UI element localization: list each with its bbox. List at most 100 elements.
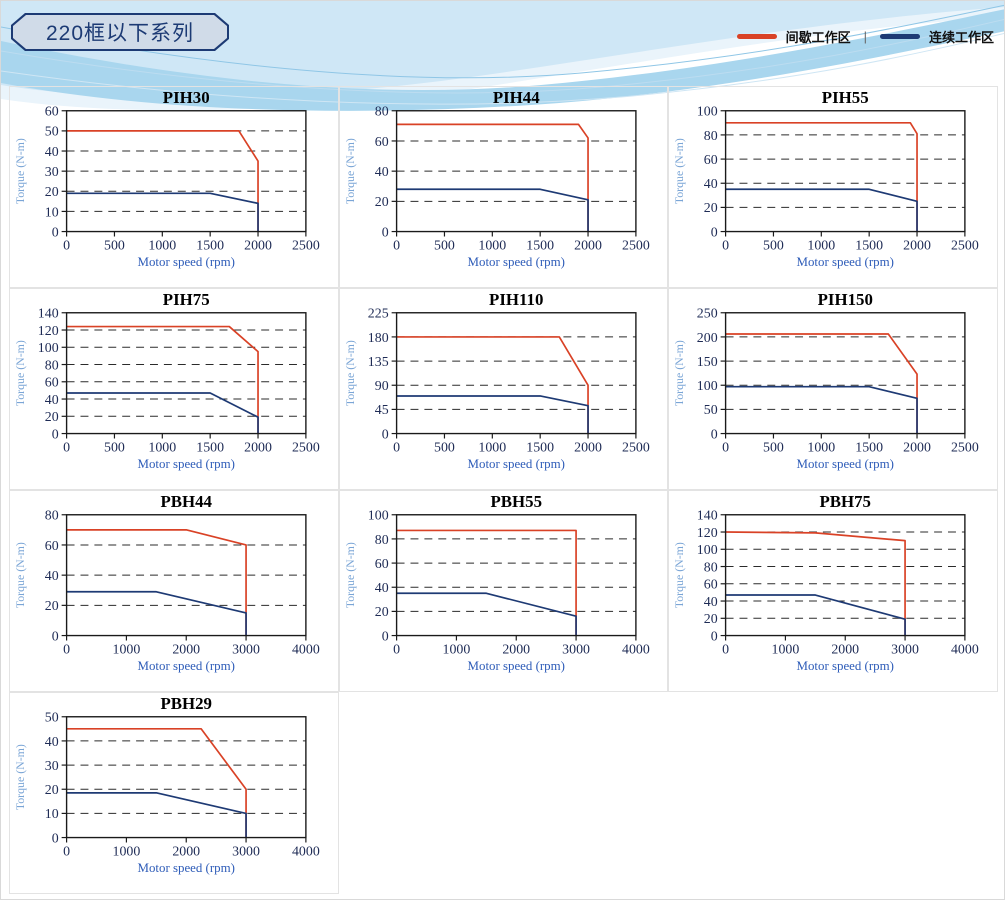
y-tick-label: 40 [374,165,388,180]
chart-cell-PBH29: 0 10 20 30 40 50 0 1000 2000 3000 4000 PBH29 Torque … [9,692,339,894]
legend-separator: | [863,29,867,44]
chart-PIH75: 0 20 40 60 80 100 120 140 0 500 1000 1500 2000 2500 PI… [13,290,320,471]
series-line-continuous [396,592,577,636]
chart-legend: 间歇工作区 | 连续工作区 [736,27,994,46]
chart-title: PBH75 [820,492,872,511]
y-tick-label: 0 [52,427,59,442]
x-tick-label: 0 [393,440,400,455]
y-tick-label: 10 [45,807,59,822]
chart-title: PIH110 [489,290,543,309]
y-tick-label: 150 [697,355,718,370]
plot-border [395,110,637,233]
x-tick-label: 0 [722,238,729,253]
x-tick-label: 0 [63,238,70,253]
y-axis-label: Torque (N-m) [13,744,27,810]
x-tick-label: 1000 [442,642,470,657]
series-line-intermittent [66,529,247,636]
x-tick-label: 2000 [832,642,860,657]
y-tick-label: 20 [374,195,388,210]
intermittent-zone-swatch [736,34,777,39]
x-axis-label: Motor speed (rpm) [797,457,894,471]
chart-cell-PIH110: 0 45 90 135 180 225 0 500 1000 1500 2000 2500 PIH110… [338,288,669,490]
x-tick-label: 0 [393,238,400,253]
y-tick-label: 250 [697,307,718,322]
series-line-intermittent [725,333,919,434]
x-axis-label: Motor speed (rpm) [138,457,235,471]
x-tick-label: 1000 [148,440,176,455]
series-line-continuous [66,590,247,636]
chart-title: PIH150 [818,290,873,309]
y-tick-label: 225 [367,307,388,322]
plot-border [65,716,307,839]
y-tick-label: 20 [374,605,388,620]
x-axis-label: Motor speed (rpm) [138,659,235,673]
x-tick-label: 0 [63,440,70,455]
x-tick-label: 3000 [562,642,590,657]
header-wave-graphic [1,1,1004,133]
chart-title: PIH30 [163,88,210,107]
x-tick-label: 1500 [196,440,224,455]
y-axis-label: Torque (N-m) [13,340,27,406]
y-tick-label: 100 [38,341,59,356]
y-tick-label: 200 [697,331,718,346]
series-line-intermittent [66,130,259,232]
x-axis-label: Motor speed (rpm) [467,659,564,673]
chart-PBH44: 0 20 40 60 80 0 1000 2000 3000 4000 PBH44 Torque (N… [13,492,320,673]
x-tick-label: 1000 [148,238,176,253]
y-tick-label: 60 [45,376,59,391]
y-axis-label: Torque (N-m) [13,542,27,608]
plot-border [725,514,966,637]
series-line-continuous [396,188,589,232]
y-tick-label: 0 [381,225,388,240]
x-tick-label: 4000 [622,642,650,657]
series-line-intermittent [725,122,919,232]
y-tick-label: 60 [704,153,718,168]
chart-cell-PBH75: 0 20 40 60 80 100 120 140 0 1000 2000 3000 4000 PBH75… [668,490,998,692]
plot-border [725,312,966,435]
y-tick-label: 60 [45,105,59,120]
series-line-continuous [725,188,919,232]
y-tick-label: 0 [381,629,388,644]
x-tick-label: 1500 [856,238,884,253]
y-tick-label: 140 [697,509,718,524]
y-axis-label: Torque (N-m) [672,542,686,608]
series-line-intermittent [725,531,907,636]
y-tick-label: 50 [45,711,59,726]
y-tick-label: 60 [704,578,718,593]
x-tick-label: 2000 [903,440,931,455]
chart-PIH44: 0 20 40 60 80 0 500 1000 1500 2000 2500 PIH44 Torque… [343,88,650,269]
y-tick-label: 20 [45,410,59,425]
y-tick-label: 50 [45,125,59,140]
series-line-intermittent [396,123,589,232]
y-tick-label: 60 [45,539,59,554]
y-tick-label: 40 [45,145,59,160]
y-tick-label: 0 [711,225,718,240]
intermittent-zone-label: 间歇工作区 [785,30,851,45]
chart-title: PBH29 [160,694,212,713]
y-tick-label: 50 [704,403,718,418]
y-tick-label: 45 [374,403,388,418]
y-tick-label: 40 [45,393,59,408]
y-tick-label: 0 [52,629,59,644]
series-line-continuous [396,395,589,434]
y-tick-label: 80 [704,129,718,144]
series-line-continuous [66,392,259,434]
y-tick-label: 135 [367,355,388,370]
series-title-box: 220框以下系列 [11,13,229,51]
x-tick-label: 0 [63,642,70,657]
x-tick-label: 4000 [292,844,320,859]
x-axis-label: Motor speed (rpm) [138,861,235,875]
series-line-intermittent [66,728,247,838]
x-tick-label: 1500 [196,238,224,253]
y-tick-label: 180 [367,331,388,346]
y-tick-label: 120 [697,526,718,541]
charts-grid: 0 10 20 30 40 50 60 0 500 1000 1500 2000 2500 PIH30 To… [9,86,998,894]
chart-cell-PBH44: 0 20 40 60 80 0 1000 2000 3000 4000 PBH44 Torque (N… [9,490,339,692]
x-tick-label: 500 [104,440,125,455]
y-tick-label: 80 [45,509,59,524]
chart-cell-PBH55: 0 20 40 60 80 100 0 1000 2000 3000 4000 PBH55 Torque… [338,490,669,692]
chart-PBH29: 0 10 20 30 40 50 0 1000 2000 3000 4000 PBH29 Torque … [13,694,320,875]
y-tick-label: 80 [45,358,59,373]
y-tick-label: 120 [38,324,59,339]
